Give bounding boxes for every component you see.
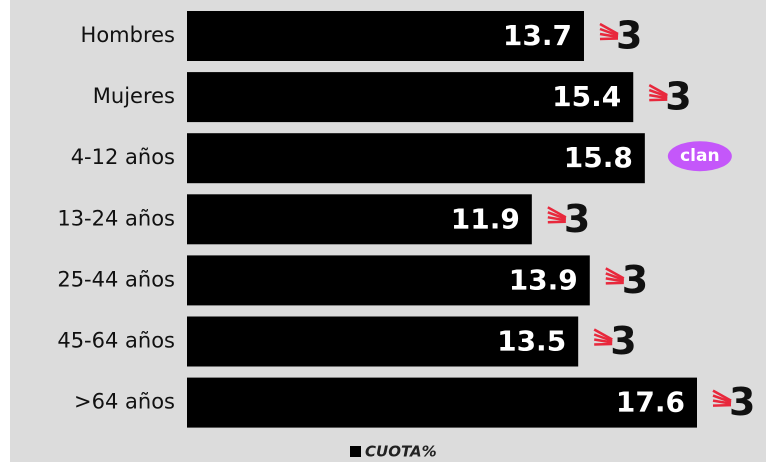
logo-stripe [547, 220, 566, 224]
channel-logo: 3 [616, 14, 642, 58]
bar [187, 194, 532, 245]
channel-logo: 3 [665, 75, 691, 119]
bar [187, 377, 697, 428]
logo-stripe [649, 93, 668, 100]
bar [187, 316, 579, 367]
logo-stripe [712, 399, 732, 405]
bar [187, 11, 584, 61]
value-label: 13.9 [509, 263, 578, 296]
category-label: Hombres [81, 23, 175, 47]
category-label: >64 años [74, 390, 175, 414]
bar [187, 255, 590, 306]
category-label: 4-12 años [71, 145, 175, 169]
value-label: 13.7 [503, 19, 572, 52]
bar [187, 72, 634, 123]
logo-stripe [599, 32, 619, 39]
channel-logo: 3 [622, 258, 648, 302]
category-label: 25-44 años [57, 267, 175, 291]
channel-logo: 3 [729, 380, 755, 424]
logo-stripe [605, 277, 624, 283]
logo-stripe [605, 267, 625, 280]
category-label: 13-24 años [57, 206, 175, 230]
category-label: 45-64 años [57, 329, 175, 353]
value-label: 15.8 [564, 141, 633, 174]
legend-label: CUOTA% [365, 443, 437, 461]
logo-stripe [712, 389, 732, 402]
logo-stripe [593, 338, 613, 344]
value-label: 13.5 [497, 325, 566, 358]
logo-stripe [648, 84, 668, 97]
logo-stripe [593, 333, 613, 343]
logo-stripe [712, 394, 732, 404]
logo-stripe [547, 211, 567, 220]
category-label: Mujeres [93, 84, 175, 108]
logo-stripe [605, 272, 625, 282]
logo-stripe [599, 37, 619, 41]
logo-stripe [594, 342, 613, 346]
logo-stripe [649, 98, 668, 102]
value-label: 17.6 [616, 386, 685, 419]
channel-logo: clan [680, 146, 719, 166]
legend-swatch [350, 446, 361, 457]
logo-stripe [547, 206, 567, 219]
logo-stripe [712, 403, 732, 407]
logo-glow [667, 141, 732, 172]
channel-logo: 3 [610, 319, 636, 363]
value-label: 11.9 [451, 202, 520, 235]
logo-stripe [599, 27, 619, 37]
logo-stripe [593, 328, 613, 341]
logo-stripe [599, 22, 619, 36]
channel-logo: 3 [564, 197, 590, 241]
bar [187, 133, 645, 184]
logo-stripe [605, 281, 624, 285]
logo-stripe [648, 88, 668, 98]
value-label: 15.4 [552, 80, 621, 113]
logo-stripe [547, 216, 567, 222]
